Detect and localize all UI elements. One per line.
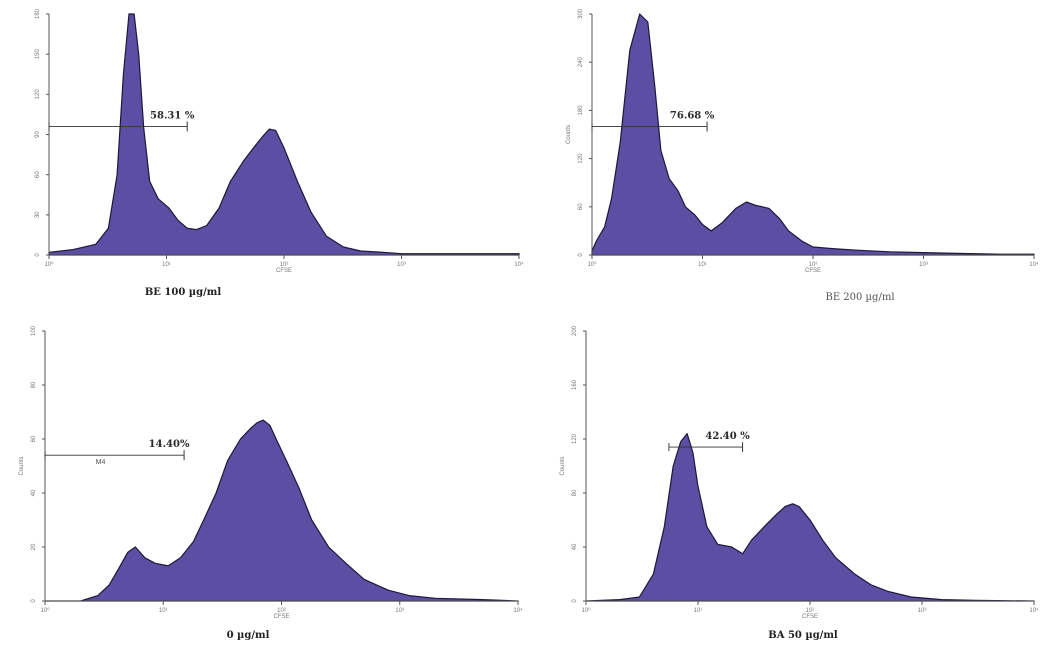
x-tick-label: 10⁴ xyxy=(514,261,524,268)
x-tick-label: 10⁰ xyxy=(40,607,50,614)
y-axis-label: Counts xyxy=(566,125,572,144)
x-axis-label: CFSE xyxy=(802,614,818,620)
histogram-area xyxy=(44,419,519,602)
x-tick-label: 10⁰ xyxy=(44,261,54,268)
y-tick-label: 0 xyxy=(31,599,37,603)
gate-percent-label: 58.31 % xyxy=(150,110,195,121)
y-tick-label: 0 xyxy=(578,253,584,257)
y-tick-label: 90 xyxy=(35,131,41,138)
x-tick-label: 10⁴ xyxy=(1029,607,1039,614)
histogram-panel: 10⁰ 10¹ 10² 10³ 10⁴ CFSE 0 20 40 60 80 100 Counts 14.… xyxy=(19,325,523,641)
panel-caption: BE 200 µg/ml xyxy=(825,292,894,303)
y-tick-label: 60 xyxy=(35,171,41,178)
y-tick-label: 150 xyxy=(35,49,41,60)
histogram-area xyxy=(591,13,1035,256)
x-tick-label: 10² xyxy=(277,608,286,614)
y-tick-label: 120 xyxy=(578,153,584,164)
y-tick-label: 120 xyxy=(572,433,578,444)
y-tick-label: 80 xyxy=(31,381,37,388)
x-tick-label: 10³ xyxy=(395,608,404,614)
y-tick-label: 0 xyxy=(572,599,578,603)
x-tick-label: 10⁰ xyxy=(587,261,597,268)
y-tick-label: 300 xyxy=(578,8,584,19)
x-tick-label: 10² xyxy=(809,262,818,268)
x-tick-label: 10¹ xyxy=(162,262,171,268)
y-tick-label: 80 xyxy=(572,489,578,496)
gate-tag: M4 xyxy=(96,459,106,466)
y-tick-label: 0 xyxy=(35,253,41,257)
gate-percent-label: 42.40 % xyxy=(705,431,750,442)
histogram-area xyxy=(48,13,520,256)
x-axis-label: CFSE xyxy=(273,614,289,620)
x-tick-label: 10¹ xyxy=(694,608,703,614)
x-tick-label: 10² xyxy=(806,608,815,614)
y-tick-label: 240 xyxy=(578,57,584,68)
panel-caption: BE 100 µg/ml xyxy=(145,287,221,298)
x-axis-label: CFSE xyxy=(276,268,292,274)
y-tick-label: 60 xyxy=(31,435,37,442)
histogram-panel: 10⁰ 10¹ 10² 10³ 10⁴ CFSE 0 40 80 120 160 200 Counts 4… xyxy=(560,325,1039,641)
panel-caption: BA 50 µg/ml xyxy=(768,630,838,641)
histogram-panel: 10⁰ 10¹ 10² 10³ 10⁴ CFSE 0 60 120 180 240 300 Counts… xyxy=(566,8,1039,303)
y-tick-label: 60 xyxy=(578,203,584,210)
x-tick-label: 10³ xyxy=(918,608,927,614)
histogram-panel: 10⁰ 10¹ 10² 10³ 10⁴ CFSE 0 30 60 90 120 150 180 58.31… xyxy=(35,8,524,298)
y-tick-label: 160 xyxy=(572,379,578,390)
y-tick-label: 40 xyxy=(572,543,578,550)
x-tick-label: 10¹ xyxy=(159,608,168,614)
gate-percent-label: 14.40% xyxy=(149,439,190,450)
y-tick-label: 200 xyxy=(572,325,578,336)
x-tick-label: 10⁰ xyxy=(581,607,591,614)
y-tick-label: 100 xyxy=(31,325,37,336)
y-tick-label: 30 xyxy=(35,211,41,218)
y-tick-label: 40 xyxy=(31,489,37,496)
y-axis-label: Counts xyxy=(560,456,566,475)
x-tick-label: 10² xyxy=(280,262,289,268)
panel-caption: 0 µg/ml xyxy=(227,630,270,641)
histogram-area xyxy=(585,433,1035,602)
gate-percent-label: 76.68 % xyxy=(670,110,715,121)
y-tick-label: 180 xyxy=(578,105,584,116)
x-tick-label: 10³ xyxy=(919,262,928,268)
y-axis-label: Counts xyxy=(19,456,25,475)
x-tick-label: 10¹ xyxy=(698,262,707,268)
x-axis-label: CFSE xyxy=(805,268,821,274)
x-tick-label: 10³ xyxy=(397,262,406,268)
y-tick-label: 180 xyxy=(35,8,41,19)
y-tick-label: 120 xyxy=(35,89,41,100)
y-tick-label: 20 xyxy=(31,543,37,550)
x-tick-label: 10⁴ xyxy=(513,607,523,614)
x-tick-label: 10⁴ xyxy=(1029,261,1039,268)
